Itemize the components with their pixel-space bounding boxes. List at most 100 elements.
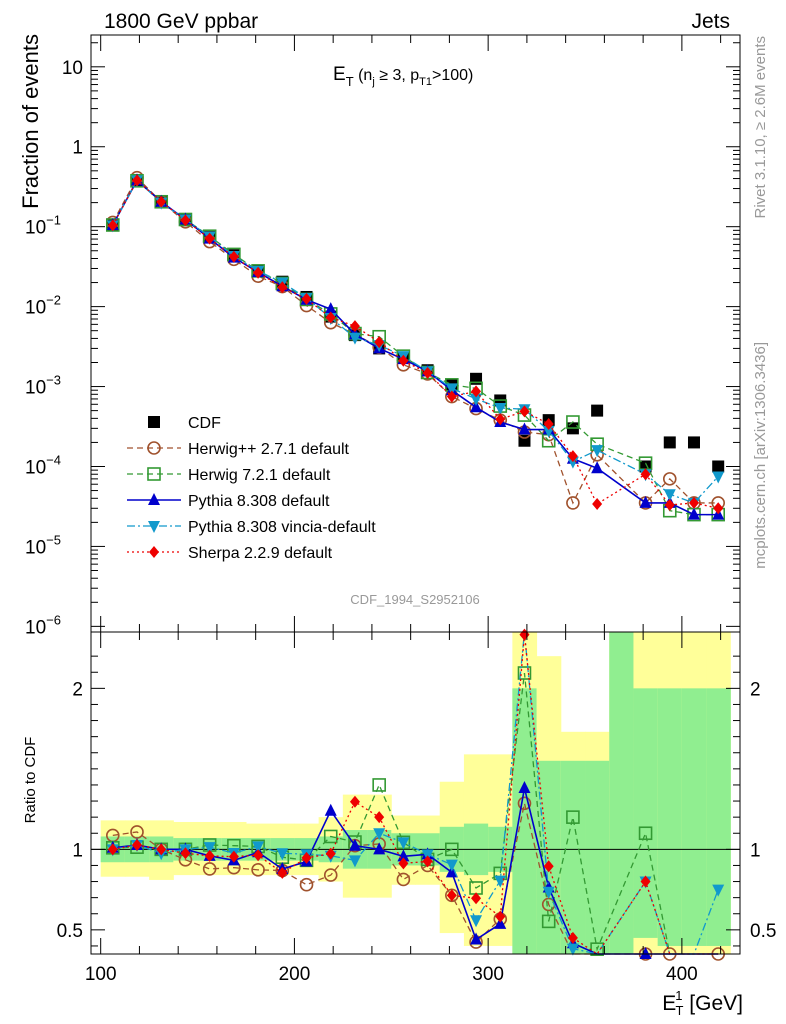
- top-panel: 10 1 10−1 10−2 10−3 10−4 10−5 10−6: [25, 34, 741, 638]
- ratio-point: [422, 855, 433, 868]
- ratio-y-tick-label-right: 1: [750, 840, 761, 861]
- x-tick-label: 300: [472, 964, 504, 985]
- ratio-point: [252, 841, 265, 854]
- ratio-point: [542, 886, 555, 899]
- ratio-point: [590, 942, 604, 956]
- ratio-point: [517, 796, 532, 811]
- data-point: [446, 390, 457, 403]
- series-4: [106, 175, 725, 510]
- y-tick-exponent: −6: [46, 612, 61, 627]
- y-tick-label: 10−1: [25, 213, 61, 239]
- header-left: 1800 GeV ppbar: [104, 10, 258, 33]
- data-point: [494, 402, 507, 415]
- ratio-point: [373, 828, 386, 841]
- uncertainty-band-inner: [560, 760, 586, 954]
- legend: CDF Herwig++ 2.7.1 default Herwig 7.2.1 de…: [127, 415, 376, 562]
- ratio-point: [397, 837, 410, 850]
- ratio-point: [494, 916, 507, 929]
- uncertainty-band-inner: [609, 632, 634, 954]
- ratio-point: [373, 842, 386, 855]
- ratio-point: [323, 868, 338, 882]
- y-tick-label: 10−3: [25, 373, 61, 399]
- data-point: [663, 436, 676, 449]
- data-point: [253, 266, 264, 279]
- data-point: [132, 174, 143, 187]
- x-axis-title: E1 T [GeV]: [662, 988, 743, 1018]
- header-right: Jets: [691, 10, 730, 33]
- ratio-point: [470, 915, 483, 928]
- legend-marker: [149, 546, 159, 558]
- data-point: [445, 383, 458, 396]
- y-tick-exponent: −3: [46, 373, 61, 388]
- legend-marker: [147, 467, 161, 481]
- uncertainty-band-inner: [657, 688, 683, 946]
- ratio-point: [203, 842, 216, 855]
- series-5: [107, 174, 724, 515]
- ratio-point: [204, 849, 215, 862]
- data-point: [374, 336, 385, 349]
- ratio-point: [228, 850, 239, 863]
- ratio-point: [445, 859, 458, 872]
- data-point: [495, 413, 506, 426]
- ratio-point: [325, 847, 336, 860]
- y-tick-label: 10−2: [25, 293, 61, 319]
- data-point: [180, 214, 191, 227]
- ratio-point: [445, 842, 459, 857]
- uncertainty-band-inner: [706, 688, 731, 946]
- data-point: [640, 468, 651, 481]
- legend-entry: CDF: [148, 415, 221, 432]
- x-tick-label: 200: [279, 964, 311, 985]
- ratio-point: [348, 855, 361, 868]
- data-point: [398, 354, 409, 367]
- ratio-point: [180, 847, 191, 860]
- ratio-point: [253, 849, 264, 862]
- uncertainty-band-inner: [681, 688, 707, 946]
- data-point: [519, 405, 530, 418]
- legend-marker: [148, 416, 160, 428]
- data-point: [301, 292, 312, 305]
- y-tick-label: 10−5: [25, 532, 61, 558]
- legend-entry: Pythia 8.308 default: [127, 493, 330, 510]
- data-point: [156, 195, 167, 208]
- legend-label: Pythia 8.308 vincia-default: [188, 519, 376, 536]
- ratio-point: [446, 889, 457, 902]
- ratio-y-tick-label-right: 0.5: [750, 921, 776, 942]
- ratio-point: [495, 910, 506, 923]
- ratio-point: [107, 843, 118, 856]
- legend-marker: [147, 441, 161, 455]
- x-tick-label: 400: [666, 964, 698, 985]
- x-tick-label: 100: [85, 964, 117, 985]
- ratio-point: [372, 778, 386, 792]
- data-point: [470, 400, 483, 413]
- ratio-point: [130, 825, 144, 839]
- data-point: [591, 404, 604, 417]
- ratio-line: [112, 672, 719, 955]
- data-point: [349, 320, 360, 333]
- ratio-point: [712, 884, 725, 897]
- legend-marker: [148, 493, 160, 505]
- legend-label: Pythia 8.308 default: [188, 493, 330, 510]
- data-point: [591, 445, 604, 458]
- y-axis-title-ratio-text: Ratio to CDF: [22, 737, 39, 824]
- data-point: [543, 418, 554, 431]
- ratio-y-tick-label-left: 1: [72, 840, 83, 861]
- ratio-point: [299, 877, 314, 892]
- side-label-bottom: mcplots.cern.ch [arXiv:1306.3436]: [752, 342, 769, 569]
- data-point: [687, 507, 700, 520]
- legend-entry: Sherpa 2.2.9 default: [127, 545, 333, 562]
- y-tick-exponent: −4: [46, 452, 61, 467]
- ratio-point: [566, 943, 579, 956]
- data-point: [567, 450, 578, 463]
- uncertainty-band-inner: [536, 760, 562, 954]
- ratio-point: [638, 826, 653, 841]
- ratio-point: [543, 860, 554, 873]
- ratio-point: [566, 810, 580, 824]
- data-point: [422, 366, 433, 379]
- y-axis-title-top-text: Fraction of events: [18, 34, 43, 209]
- data-point: [662, 472, 677, 486]
- y-tick-label: 10−6: [25, 612, 61, 638]
- ratio-point: [639, 947, 652, 959]
- data-point: [592, 497, 603, 510]
- top-panel-frame: [90, 34, 741, 633]
